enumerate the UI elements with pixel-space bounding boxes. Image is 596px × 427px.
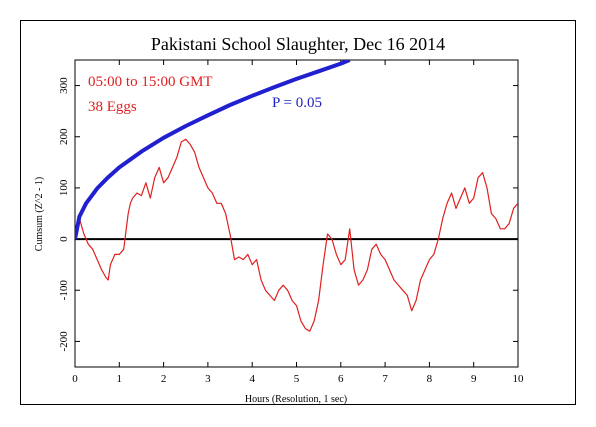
x-tick-label-10: 10 [513,373,525,385]
x-axis-label: Hours (Resolution, 1 sec) [245,394,347,405]
y-axis-label: Cumsum (Z^2 - 1) [34,177,45,251]
y-tick-label-0: -200 [58,331,70,352]
x-tick-label-9: 9 [471,373,477,385]
x-tick-label-2: 2 [161,373,167,385]
x-axis-ticks: 0 1 2 3 4 5 6 7 8 9 10 [72,60,524,385]
y-tick-label-5: 300 [58,77,70,94]
p-value-label: P = 0.05 [272,95,322,111]
time-range-label: 05:00 to 15:00 GMT [88,74,213,90]
significance-envelope-line [75,60,351,240]
chart-frame [20,20,576,405]
x-tick-label-5: 5 [294,373,300,385]
x-tick-label-8: 8 [427,373,433,385]
x-tick-label-6: 6 [338,373,344,385]
eggs-label: 38 Eggs [88,99,137,115]
x-tick-label-1: 1 [117,373,123,385]
series-layer [75,60,518,332]
cumsum-series-line [75,138,518,332]
y-axis-ticks: -200 -100 0 100 200 300 [58,77,518,352]
x-tick-label-7: 7 [382,373,388,385]
chart-title: Pakistani School Slaughter, Dec 16 2014 [151,34,445,54]
x-tick-label-0: 0 [72,373,78,385]
x-tick-label-4: 4 [249,373,255,385]
x-tick-label-3: 3 [205,373,211,385]
y-tick-label-3: 100 [58,179,70,196]
y-tick-label-4: 200 [58,128,70,145]
y-tick-label-2: 0 [58,236,70,242]
y-tick-label-1: -100 [58,280,70,301]
